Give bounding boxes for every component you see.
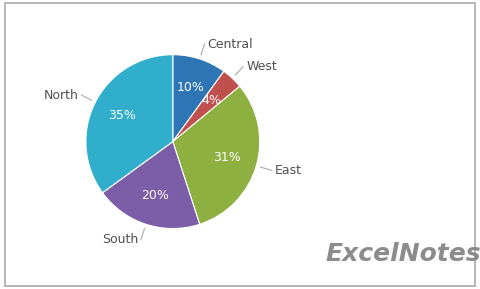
Text: Central: Central xyxy=(207,38,253,51)
Text: West: West xyxy=(246,60,277,73)
Text: ExcelNotes: ExcelNotes xyxy=(325,242,480,266)
Text: 31%: 31% xyxy=(213,151,241,164)
Wedge shape xyxy=(102,142,200,229)
Text: 20%: 20% xyxy=(142,189,169,202)
Text: 35%: 35% xyxy=(108,110,136,123)
Wedge shape xyxy=(173,86,260,224)
Wedge shape xyxy=(173,55,224,142)
Wedge shape xyxy=(173,71,240,142)
Text: 10%: 10% xyxy=(176,81,204,95)
Wedge shape xyxy=(86,55,173,193)
Text: 4%: 4% xyxy=(202,94,221,107)
Text: South: South xyxy=(102,233,138,246)
Text: North: North xyxy=(44,88,78,101)
Text: East: East xyxy=(275,164,301,177)
